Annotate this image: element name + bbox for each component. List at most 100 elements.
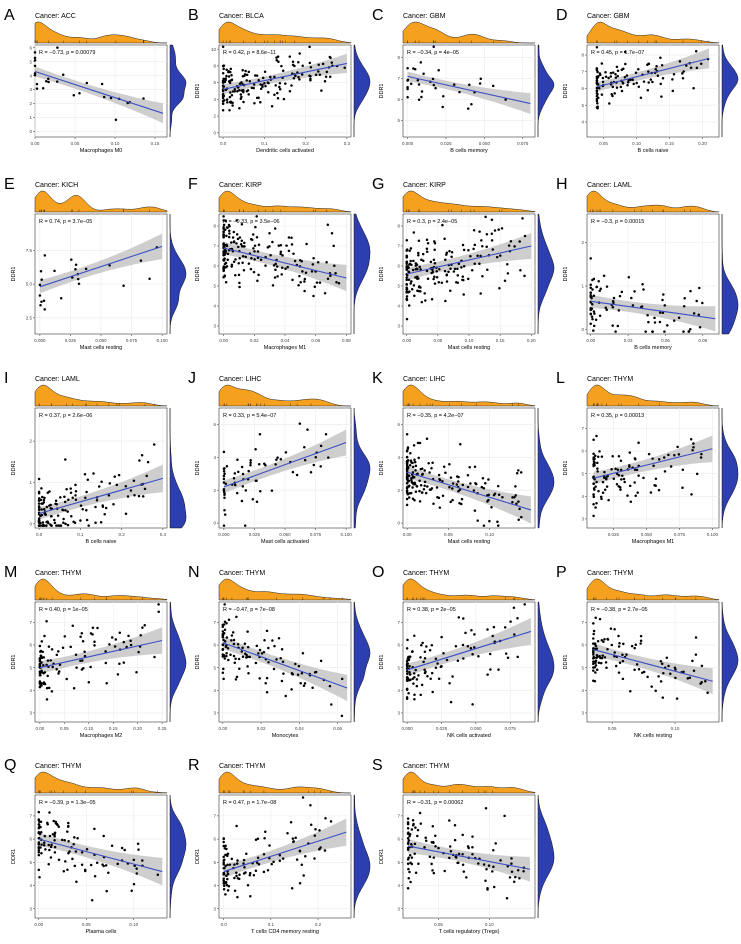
data-point: [616, 69, 620, 73]
data-point: [431, 77, 435, 81]
data-point: [614, 330, 617, 333]
data-point: [275, 458, 278, 461]
correlation-annotation: R = 0.42, p = 8.6e−11: [223, 50, 276, 56]
data-point: [617, 454, 621, 458]
data-point: [596, 102, 599, 105]
data-point: [486, 268, 489, 272]
data-point: [40, 487, 43, 490]
data-point: [654, 68, 657, 71]
data-point: [234, 274, 237, 277]
data-point: [592, 324, 596, 328]
data-point: [429, 260, 433, 264]
data-point: [405, 460, 409, 464]
data-point: [122, 284, 125, 288]
x-tick-label: 0.10: [632, 141, 641, 146]
data-point: [222, 524, 226, 527]
data-point: [75, 880, 78, 883]
x-tick-label: 0.2: [302, 141, 309, 146]
data-point: [59, 296, 63, 300]
data-point: [242, 872, 246, 875]
data-point: [598, 617, 602, 621]
x-tick-label: 0.025: [65, 338, 77, 343]
data-point: [407, 658, 411, 662]
x-axis-label: B cells naive: [638, 148, 669, 154]
data-point: [276, 91, 279, 95]
data-point: [81, 659, 84, 662]
data-point: [437, 68, 440, 72]
x-tick-label: 0.15: [109, 726, 118, 731]
panel-title: Cancer: LAML: [35, 376, 80, 383]
data-point: [59, 496, 62, 499]
data-point: [324, 817, 327, 820]
data-point: [472, 247, 475, 251]
data-point: [509, 620, 512, 623]
data-point: [66, 825, 70, 828]
data-point: [644, 330, 647, 333]
data-point: [226, 854, 229, 858]
data-point: [227, 69, 230, 73]
data-point: [105, 681, 108, 685]
data-point: [611, 306, 615, 309]
data-point: [516, 655, 519, 659]
panel-title: Cancer: ACC: [35, 13, 76, 20]
y-tick-label: 7: [213, 813, 216, 818]
data-point: [424, 836, 427, 839]
data-point: [33, 51, 37, 54]
x-tick-label: 0.02: [257, 726, 266, 731]
data-point: [236, 458, 239, 462]
data-point: [419, 693, 422, 697]
data-point: [406, 85, 409, 89]
data-point: [595, 81, 599, 85]
y-tick-label: 1: [29, 480, 32, 485]
data-point: [406, 858, 410, 861]
data-point: [405, 288, 408, 291]
data-point: [301, 64, 304, 68]
data-point: [324, 75, 328, 78]
data-point: [278, 859, 282, 863]
data-point: [467, 846, 470, 850]
data-point: [221, 64, 225, 68]
data-point: [40, 682, 44, 685]
y-tick-label: 5: [213, 284, 216, 289]
data-point: [699, 682, 702, 685]
data-point: [240, 81, 243, 84]
data-point: [223, 628, 227, 632]
data-point: [255, 74, 259, 77]
data-point: [47, 645, 51, 648]
data-point: [280, 647, 284, 651]
data-point: [489, 668, 492, 671]
data-point: [408, 492, 411, 495]
y-tick-label: 4: [213, 97, 216, 102]
data-point: [237, 273, 241, 277]
data-point: [461, 833, 464, 837]
x-axis-label: Plasma cells: [86, 929, 117, 935]
data-point: [423, 292, 426, 295]
data-point: [405, 283, 408, 286]
data-point: [426, 242, 430, 245]
data-point: [614, 664, 618, 668]
data-point: [233, 472, 237, 475]
x-tick-label: 0.050: [641, 532, 653, 537]
data-point: [683, 296, 686, 300]
data-point: [438, 267, 441, 271]
data-point: [589, 257, 592, 260]
data-point: [407, 867, 410, 871]
data-point: [699, 62, 703, 65]
data-point: [669, 672, 672, 675]
data-point: [407, 278, 411, 282]
data-point: [249, 463, 252, 467]
data-point: [461, 483, 465, 487]
data-point: [235, 675, 239, 679]
data-point: [440, 665, 443, 668]
marginal-density-y: [353, 407, 371, 529]
data-point: [250, 256, 253, 260]
y-tick-label: 4: [397, 304, 400, 309]
data-point: [604, 306, 608, 310]
data-point: [432, 502, 435, 505]
y-tick-label: 8: [213, 64, 216, 69]
data-point: [511, 496, 514, 499]
data-point: [116, 673, 120, 676]
data-point: [499, 254, 502, 257]
